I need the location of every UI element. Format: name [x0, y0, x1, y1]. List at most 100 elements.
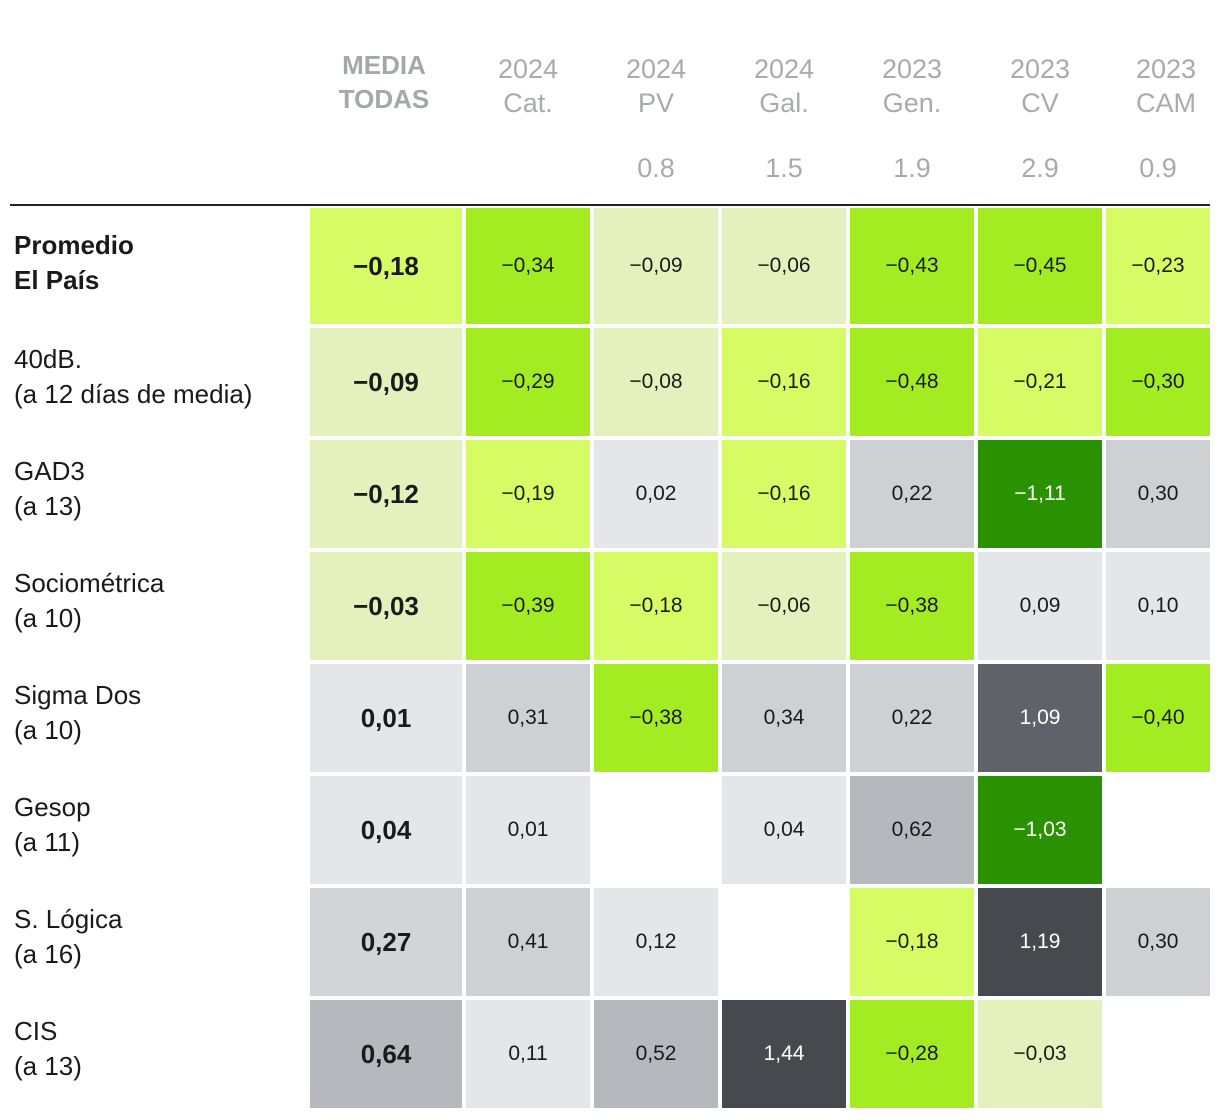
column-header-line2: PV — [637, 88, 675, 118]
mean-cell: −0,03 — [310, 552, 462, 660]
row-label: S. Lógica (a 16) — [14, 902, 122, 972]
column-header-line2: Gen. — [882, 88, 942, 118]
value-cell: −0,48 — [850, 328, 974, 436]
value-cell: −0,21 — [978, 328, 1102, 436]
value-cell: −0,34 — [466, 208, 590, 324]
row-label-line1: Gesop — [14, 792, 91, 822]
column-subvalue: 1.9 — [893, 153, 931, 183]
value-cell: −0,18 — [850, 888, 974, 996]
column-header-line2: Gal. — [759, 88, 809, 118]
mean-cell: −0,18 — [310, 208, 462, 324]
value-cell: 0,41 — [466, 888, 590, 996]
column-header: 2024 Gal. — [722, 52, 846, 120]
value-cell: −0,06 — [722, 208, 846, 324]
value-cell: −1,03 — [978, 776, 1102, 884]
value-cell: −0,06 — [722, 552, 846, 660]
row-label-line1: Promedio — [14, 230, 134, 260]
value-cell: −1,11 — [978, 440, 1102, 548]
value-cell: 0,02 — [594, 440, 718, 548]
value-cell: 0,12 — [594, 888, 718, 996]
column-header-line1: 2023 — [881, 54, 943, 84]
row-label: Promedio El País — [14, 228, 134, 298]
column-header-line2: Cat. — [503, 88, 553, 118]
column-subvalue: 2.9 — [1021, 153, 1059, 183]
value-cell: 0,10 — [1106, 552, 1210, 660]
column-header-line1: MEDIA — [342, 50, 426, 80]
row-label-line2: (a 16) — [14, 939, 82, 969]
value-cell: −0,38 — [850, 552, 974, 660]
row-label-line2: (a 10) — [14, 715, 82, 745]
column-header-line2: CV — [1021, 88, 1059, 118]
value-cell: −0,29 — [466, 328, 590, 436]
value-cell: −0,38 — [594, 664, 718, 772]
column-header-line2: CAM — [1136, 88, 1196, 118]
column-header: 2024 PV — [594, 52, 718, 120]
column-header-line1: 2024 — [753, 54, 815, 84]
value-cell: 0,04 — [722, 776, 846, 884]
row-label-line1: CIS — [14, 1016, 58, 1046]
value-cell: 0,09 — [978, 552, 1102, 660]
header-rule — [10, 204, 1210, 206]
value-cell: −0,18 — [594, 552, 718, 660]
row-label: 40dB. (a 12 días de media) — [14, 342, 252, 412]
value-cell: 1,09 — [978, 664, 1102, 772]
row-label-line2: (a 13) — [14, 491, 82, 521]
value-cell: 0,22 — [850, 664, 974, 772]
row-label: GAD3 (a 13) — [14, 454, 85, 524]
column-header: 2024 Cat. — [466, 52, 590, 120]
row-label-line2: (a 13) — [14, 1051, 82, 1081]
column-header: 2023 Gen. — [850, 52, 974, 120]
row-label-line1: Sociométrica — [14, 568, 165, 598]
mean-cell: 0,27 — [310, 888, 462, 996]
value-cell: 0,52 — [594, 1000, 718, 1108]
value-cell: 0,30 — [1106, 440, 1210, 548]
value-cell: −0,45 — [978, 208, 1102, 324]
column-header-line2: TODAS — [338, 84, 430, 114]
value-cell: 0,31 — [466, 664, 590, 772]
row-label-line2: (a 10) — [14, 603, 82, 633]
column-subvalue: 1.5 — [765, 153, 803, 183]
value-cell: −0,19 — [466, 440, 590, 548]
value-cell: −0,23 — [1106, 208, 1210, 324]
column-subvalue: 0.8 — [637, 153, 675, 183]
mean-cell: 0,04 — [310, 776, 462, 884]
value-cell: 1,19 — [978, 888, 1102, 996]
mean-cell: −0,09 — [310, 328, 462, 436]
column-header-line1: 2024 — [497, 54, 559, 84]
row-label: Sociométrica (a 10) — [14, 566, 164, 636]
column-subvalue: 0.9 — [1139, 153, 1177, 183]
value-cell: −0,39 — [466, 552, 590, 660]
column-header-line1: 2024 — [625, 54, 687, 84]
mean-cell: 0,64 — [310, 1000, 462, 1108]
value-cell: −0,03 — [978, 1000, 1102, 1108]
value-cell: 0,01 — [466, 776, 590, 884]
column-header: 2023 CV — [978, 52, 1102, 120]
value-cell: 0,11 — [466, 1000, 590, 1108]
value-cell: 0,30 — [1106, 888, 1210, 996]
value-cell: −0,30 — [1106, 328, 1210, 436]
row-label-line1: Sigma Dos — [14, 680, 142, 710]
value-cell: −0,09 — [594, 208, 718, 324]
mean-cell: 0,01 — [310, 664, 462, 772]
value-cell: 0,62 — [850, 776, 974, 884]
column-header: 2023 CAM — [1106, 52, 1220, 120]
value-cell: 0,34 — [722, 664, 846, 772]
value-cell: 1,44 — [722, 1000, 846, 1108]
value-cell: −0,08 — [594, 328, 718, 436]
column-header-line1: 2023 — [1135, 54, 1197, 84]
value-cell: −0,16 — [722, 328, 846, 436]
value-cell: −0,40 — [1106, 664, 1210, 772]
row-label-line2: (a 12 días de media) — [14, 379, 253, 409]
row-label: Sigma Dos (a 10) — [14, 678, 141, 748]
value-cell: −0,28 — [850, 1000, 974, 1108]
value-cell: −0,43 — [850, 208, 974, 324]
column-header: MEDIA TODAS — [308, 48, 460, 116]
row-label: Gesop (a 11) — [14, 790, 91, 860]
row-label-line2: (a 11) — [14, 827, 80, 857]
column-header-line1: 2023 — [1009, 54, 1071, 84]
mean-cell: −0,12 — [310, 440, 462, 548]
value-cell: 0,22 — [850, 440, 974, 548]
value-cell: −0,16 — [722, 440, 846, 548]
row-label-line1: 40dB. — [14, 344, 82, 374]
row-label-line2: El País — [14, 265, 100, 295]
